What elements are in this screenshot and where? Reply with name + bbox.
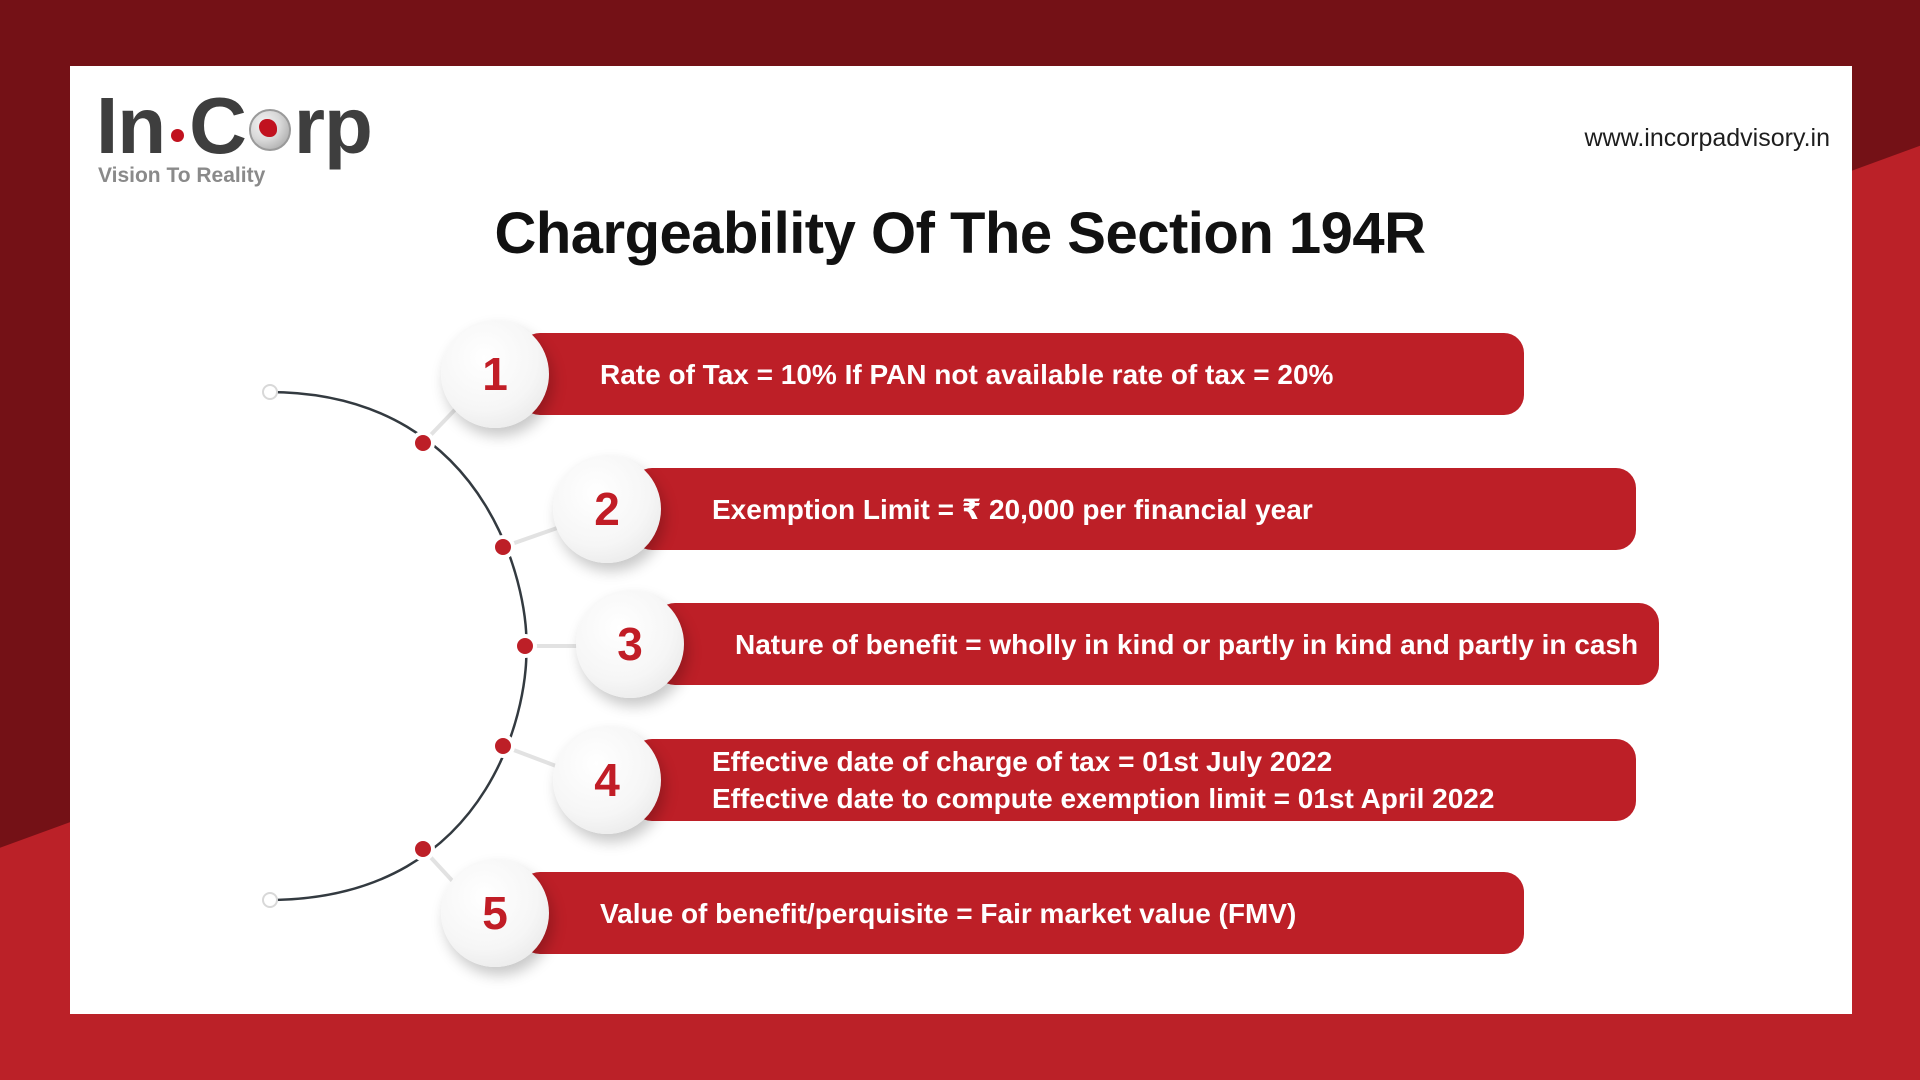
logo-rp: rp — [293, 81, 373, 170]
arc-node — [491, 535, 515, 559]
item-4-bar: Effective date of charge of tax = 01st J… — [632, 739, 1636, 821]
arc-curve — [267, 390, 528, 902]
item-1-line-1: Rate of Tax = 10% If PAN not available r… — [600, 358, 1334, 390]
logo-c: C — [189, 81, 247, 170]
item-4-text: Effective date of charge of tax = 01st J… — [712, 743, 1494, 817]
item-1-bar: Rate of Tax = 10% If PAN not available r… — [520, 333, 1524, 415]
logo-in: In — [96, 81, 166, 170]
logo-dot-icon — [171, 129, 185, 143]
item-4-line-2: Effective date to compute exemption limi… — [712, 783, 1495, 814]
item-2-text: Exemption Limit = ₹ 20,000 per financial… — [712, 491, 1313, 528]
item-1-badge: 1 — [441, 320, 549, 428]
arc-node — [491, 734, 515, 758]
item-4-line-1: Effective date of charge of tax = 01st J… — [712, 746, 1333, 777]
item-2-badge: 2 — [553, 455, 661, 563]
arc-node — [513, 634, 537, 658]
arc-end-top — [262, 384, 278, 400]
item-5-bar: Value of benefit/perquisite = Fair marke… — [520, 872, 1524, 954]
item-3-text: Nature of benefit = wholly in kind or pa… — [735, 626, 1638, 663]
website-url: www.incorpadvisory.in — [1584, 124, 1830, 152]
item-3-line-1: Nature of benefit = wholly in kind or pa… — [735, 628, 1639, 660]
globe-icon — [248, 108, 291, 151]
page-title: Chargeability Of The Section 194R — [494, 201, 1426, 266]
logo-tagline: Vision To Reality — [98, 164, 266, 187]
item-1-text: Rate of Tax = 10% If PAN not available r… — [600, 356, 1333, 393]
item-5-badge: 5 — [441, 859, 549, 967]
item-5-text: Value of benefit/perquisite = Fair marke… — [600, 895, 1296, 932]
item-3-bar: Nature of benefit = wholly in kind or pa… — [655, 603, 1659, 685]
arc-node — [411, 837, 435, 861]
item-4-badge: 4 — [553, 726, 661, 834]
item-2-bar: Exemption Limit = ₹ 20,000 per financial… — [632, 468, 1636, 550]
arc-end-bottom — [262, 892, 278, 908]
item-5-line-1: Value of benefit/perquisite = Fair marke… — [600, 897, 1297, 929]
arc-node — [411, 431, 435, 455]
item-3-badge: 3 — [576, 590, 684, 698]
item-2-line-1: Exemption Limit = ₹ 20,000 per financial… — [712, 493, 1313, 525]
